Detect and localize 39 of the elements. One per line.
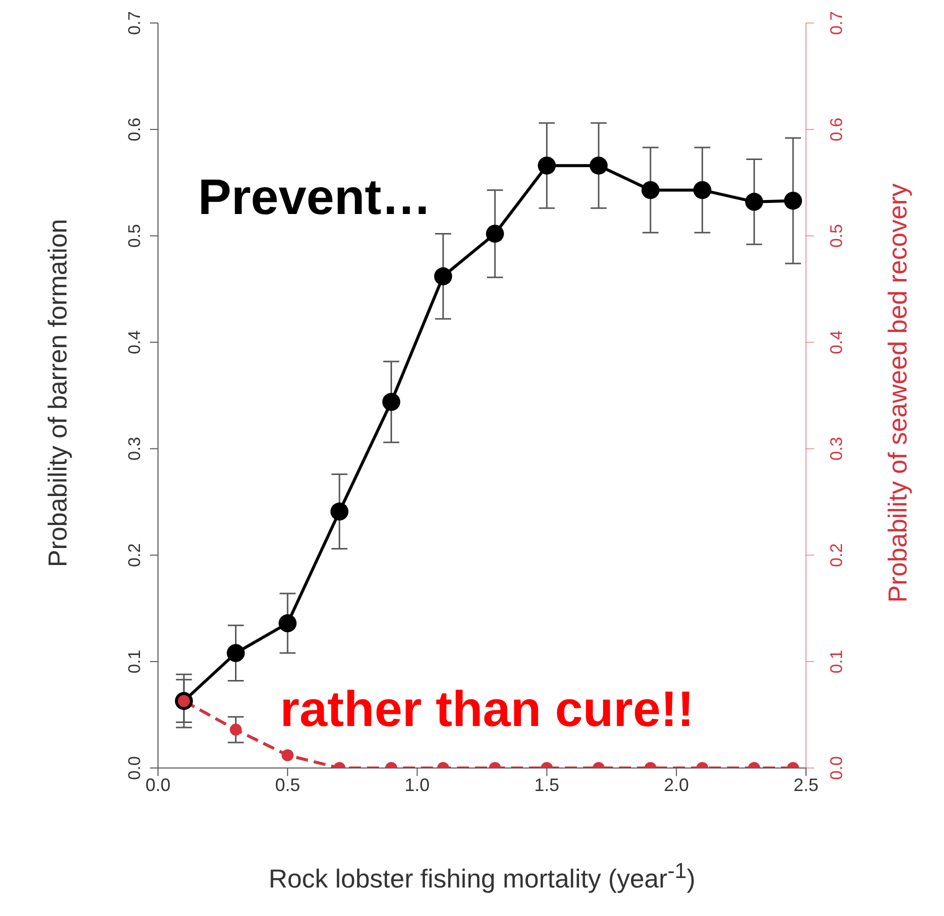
y2-tick-label: 0.2	[827, 543, 846, 567]
point	[590, 156, 608, 175]
y-tick-label: 0.6	[125, 118, 144, 142]
y-tick-label: 0.7	[125, 11, 144, 35]
x-tick-label: 2.5	[793, 774, 819, 795]
y2-axis-title: Probability of seaweed bed recovery	[882, 183, 914, 603]
y-tick-label: 0.4	[125, 330, 144, 354]
point	[538, 156, 556, 175]
y2-tick-label: 0.0	[827, 756, 846, 780]
point	[226, 644, 245, 662]
y-tick-label: 0.5	[125, 224, 144, 248]
point	[745, 192, 764, 211]
y-tick-label: 0.3	[125, 436, 144, 461]
annotation: Prevent…	[198, 168, 432, 226]
point	[784, 192, 802, 210]
x-tick-label: 1.0	[404, 774, 430, 795]
point	[382, 392, 400, 411]
y2-tick-label: 0.1	[827, 650, 846, 674]
x-tick-label: 2.0	[664, 774, 689, 795]
y-tick-label: 0.2	[125, 543, 144, 567]
point	[693, 181, 712, 200]
y-tick-label: 0.1	[125, 650, 144, 674]
x-axis-title: Rock lobster fishing mortality (year$^{-1}$)	[268, 858, 696, 895]
y-tick-label: 0.0	[125, 756, 144, 780]
point	[434, 267, 452, 286]
x-tick-label: 0.5	[275, 774, 300, 795]
point	[330, 502, 348, 521]
point	[641, 181, 660, 200]
y2-tick-label: 0.6	[827, 118, 846, 142]
y-axis-title: Probability of barren formation	[42, 218, 74, 568]
point	[486, 224, 504, 243]
y2-tick-label: 0.4	[827, 330, 846, 354]
y2-tick-label: 0.5	[827, 224, 846, 248]
x-tick-label: 1.5	[534, 774, 560, 795]
annotation: rather than cure!!	[280, 680, 694, 738]
y2-tick-label: 0.3	[827, 436, 846, 461]
y2-tick-label: 0.7	[827, 11, 846, 35]
x-tick-label: 0.0	[145, 774, 171, 795]
point	[278, 614, 297, 632]
